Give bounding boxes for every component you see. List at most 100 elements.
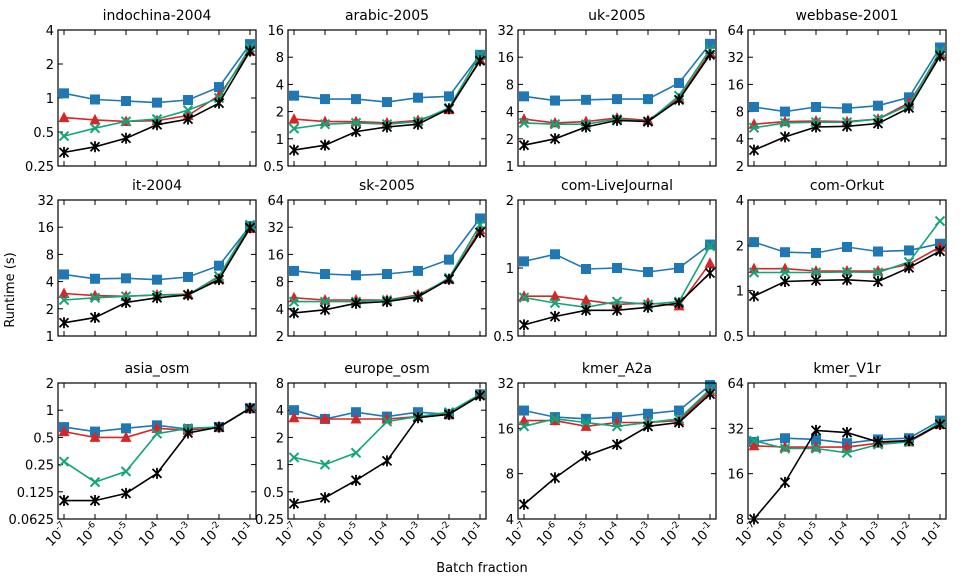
y-tick-label: 2	[506, 194, 514, 209]
y-tick-label: 1	[506, 262, 514, 277]
data-point-series-4	[288, 144, 300, 156]
data-point-series-2	[58, 287, 70, 299]
data-point-series-1	[811, 434, 821, 445]
panel-title: com-LiveJournal	[561, 178, 673, 194]
y-tick-label: 4	[46, 24, 54, 39]
y-tick-label: 2	[46, 303, 54, 318]
data-point-series-2	[58, 111, 70, 123]
y-tick-label: 0.0625	[9, 513, 55, 528]
panel-7: com-LiveJournal 0.5 1 2	[493, 178, 717, 345]
data-point-series-1	[121, 273, 131, 284]
data-point-series-3	[58, 456, 70, 467]
data-point-series-2	[288, 411, 300, 423]
data-point-series-1	[705, 380, 715, 391]
panel-10: europe_osm0.250.5124810-710-610-510-410-…	[255, 361, 487, 550]
panel-title: kmer_V1r	[813, 361, 881, 377]
data-point-series-1	[780, 433, 790, 444]
data-point-series-1	[519, 405, 529, 416]
data-point-series-3	[934, 215, 946, 227]
panel-title: it-2004	[132, 178, 182, 194]
data-point-series-4	[673, 94, 685, 106]
panel-2: arabic-2005 0.5 1 2 4 8 16	[263, 8, 487, 175]
data-point-series-4	[748, 144, 760, 156]
data-point-series-1	[873, 246, 883, 257]
data-point-series-2	[319, 412, 331, 424]
data-point-series-4	[810, 274, 822, 286]
data-point-series-1	[612, 94, 622, 105]
y-tick-label: 8	[736, 106, 744, 121]
panel-title: uk-2005	[588, 8, 646, 24]
x-tick-label: 10-6	[73, 520, 103, 550]
panel-title: webbase-2001	[795, 8, 898, 24]
x-tick-label: 10-2	[657, 520, 687, 550]
data-point-series-1	[59, 88, 69, 99]
data-point-series-1	[320, 94, 330, 105]
panel-8: com-Orkut 0.5 1 2 4	[723, 178, 947, 345]
data-point-series-4	[151, 292, 163, 304]
y-tick-label: 2	[736, 239, 744, 254]
data-point-series-3	[580, 417, 592, 428]
chart-panels: indochina-2004 0.25 0.5 1 2 4 arabic-2005 0.5 1 2…	[9, 8, 947, 550]
data-point-series-4	[748, 290, 760, 302]
data-point-series-2	[704, 257, 716, 268]
data-point-series-3	[549, 119, 561, 130]
y-tick-label: 8	[506, 468, 514, 483]
panel-6: sk-2005 2 4 8 16 32 64	[267, 178, 487, 345]
y-tick-label: 64	[727, 24, 744, 39]
data-point-series-3	[89, 123, 101, 134]
y-axis-label: Runtime (s)	[3, 252, 18, 327]
data-point-series-3	[872, 267, 884, 278]
data-point-series-4	[779, 276, 791, 288]
y-tick-label: 1	[46, 404, 54, 419]
panel-3: uk-2005 1 2 4 8 16 32	[497, 8, 717, 175]
panel-4: webbase-2001 2 4 8 16 32 64	[727, 8, 947, 175]
data-point-series-4	[244, 45, 256, 57]
y-tick-label: 1	[46, 330, 54, 345]
data-point-series-3	[151, 428, 163, 439]
data-point-series-1	[811, 101, 821, 112]
x-tick-label: 10-6	[533, 520, 563, 550]
data-point-series-3	[120, 466, 132, 477]
data-point-series-1	[183, 271, 193, 282]
data-point-series-4	[182, 113, 194, 125]
y-tick-label: 0.25	[25, 459, 54, 474]
panel-title: asia_osm	[125, 361, 190, 377]
x-tick-label: 10-1	[688, 520, 718, 550]
data-point-series-1	[351, 407, 361, 418]
data-point-series-1	[121, 96, 131, 107]
data-point-series-3	[549, 297, 561, 309]
data-point-series-3	[350, 117, 362, 129]
data-point-series-3	[611, 296, 623, 307]
data-point-series-4	[288, 498, 300, 510]
data-point-series-4	[244, 402, 256, 414]
y-tick-label: 4	[276, 404, 284, 419]
data-point-series-3	[518, 292, 530, 303]
data-point-series-1	[780, 106, 790, 117]
data-point-series-1	[289, 405, 299, 416]
data-point-series-4	[779, 476, 791, 488]
series-line-4	[753, 55, 941, 151]
data-point-series-4	[518, 319, 530, 331]
data-point-series-3	[810, 267, 822, 278]
y-tick-label: 2	[46, 377, 54, 392]
x-tick-label: 10-5	[564, 520, 594, 550]
data-point-series-4	[319, 304, 331, 316]
y-tick-label: 32	[727, 422, 744, 437]
data-point-series-1	[643, 94, 653, 105]
data-point-series-4	[381, 296, 393, 308]
panel-1: indochina-2004 0.25 0.5 1 2 4	[25, 8, 257, 175]
y-tick-label: 0.25	[255, 513, 284, 528]
data-point-series-2	[748, 439, 760, 451]
data-point-series-3	[319, 119, 331, 130]
data-point-series-4	[182, 289, 194, 301]
data-point-series-3	[518, 421, 530, 432]
data-point-series-1	[152, 97, 162, 108]
data-point-series-3	[182, 104, 194, 116]
y-tick-label: 8	[506, 78, 514, 93]
x-tick-label: 10-4	[135, 520, 165, 550]
data-point-series-4	[120, 132, 132, 144]
data-point-series-3	[89, 292, 101, 303]
y-tick-label: 8	[736, 513, 744, 528]
panel-title: com-Orkut	[810, 178, 885, 194]
data-point-series-1	[121, 423, 131, 434]
